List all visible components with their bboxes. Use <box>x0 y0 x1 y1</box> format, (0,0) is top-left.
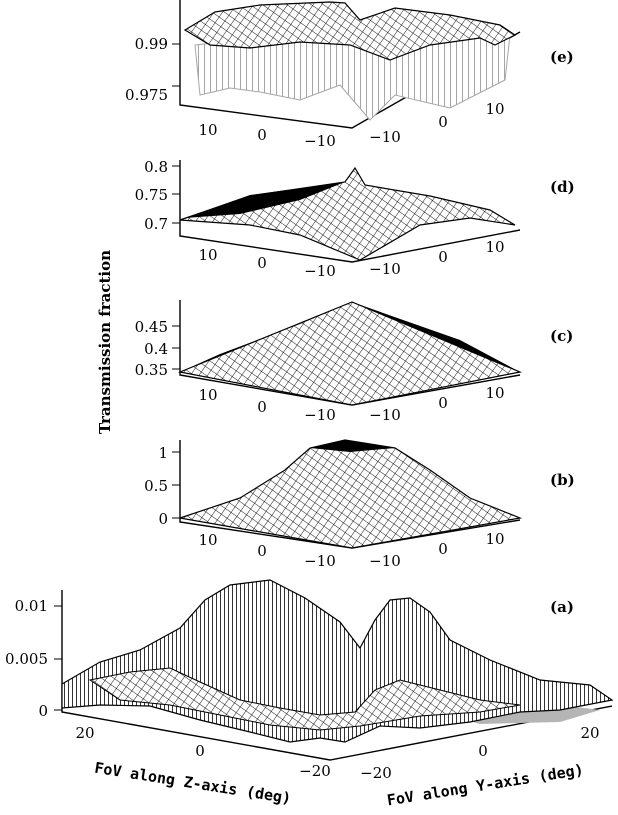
panel-a-axes <box>61 590 613 761</box>
panel-b-surface <box>179 439 523 549</box>
panel-d-label: (d) <box>550 178 575 196</box>
panel-b-ytick-3: 10 <box>485 530 504 548</box>
panel-d-ztick-1: 0.8 <box>144 158 168 176</box>
panel-c: 0.45 0.4 0.35 10 0 −10 −10 0 10 (c) <box>135 300 573 424</box>
panel-d-xtick-1: 10 <box>198 246 217 264</box>
panel-c-left-face <box>180 302 352 372</box>
panel-a-ytick-3: 20 <box>580 724 599 742</box>
panel-a-inner-ridge <box>88 667 521 731</box>
panel-c-ztick-3: 0.35 <box>135 361 168 379</box>
panel-a-ytick-2: 0 <box>478 742 488 760</box>
panel-e-xtick-2: 0 <box>257 126 267 144</box>
panel-d-surface <box>179 166 516 261</box>
panel-c-ytick-2: 0 <box>438 394 448 412</box>
panel-d-axes <box>179 160 521 263</box>
panel-a-ztick-3: 0 <box>38 702 48 720</box>
panel-c-ytick-1: −10 <box>369 406 401 424</box>
y-axis-title: Transmission fraction <box>96 250 114 434</box>
panel-b-axes <box>179 440 521 549</box>
panel-b-xtick-1: 10 <box>198 531 217 549</box>
panel-d-xtick-2: 0 <box>257 254 267 272</box>
panel-c-label: (c) <box>550 327 573 345</box>
panel-d: 0.8 0.75 0.7 10 0 −10 −10 0 10 (d) <box>135 158 575 280</box>
x-axis-title-y: FoV along Y-axis (deg) <box>386 761 585 810</box>
panel-b-ytick-2: 0 <box>438 540 448 558</box>
panel-c-axes <box>179 300 521 406</box>
panel-a-ytick-1: −20 <box>360 764 392 782</box>
panel-c-xtick-1: 10 <box>198 386 217 404</box>
panel-e-ztick-2: 0.975 <box>125 86 168 104</box>
panel-d-ytick-3: 10 <box>485 238 504 256</box>
panel-c-ytick-3: 10 <box>485 384 504 402</box>
panel-a: 0.01 0.005 0 20 0 −20 −20 0 20 (a) <box>5 579 614 782</box>
panel-d-ytick-1: −10 <box>369 260 401 278</box>
panel-b-ztick-3: 0 <box>158 510 168 528</box>
panel-c-ztick-1: 0.45 <box>135 318 168 336</box>
panel-a-label: (a) <box>550 598 574 616</box>
panel-d-xtick-3: −10 <box>304 262 336 280</box>
panel-b-label: (b) <box>550 471 575 489</box>
panel-b-xtick-2: 0 <box>257 542 267 560</box>
panel-e-ytick-1: −10 <box>369 128 401 146</box>
panel-c-ztick-2: 0.4 <box>144 340 168 358</box>
panel-a-xtick-3: −20 <box>299 762 331 780</box>
panel-a-ztick-1: 0.01 <box>15 597 48 615</box>
panel-c-right-face <box>352 302 520 372</box>
panel-a-ztick-2: 0.005 <box>5 650 48 668</box>
panel-d-ztick-3: 0.7 <box>144 215 168 233</box>
panel-c-xtick-3: −10 <box>304 406 336 424</box>
panel-e-xtick-3: −10 <box>304 132 336 150</box>
panel-d-back-face <box>185 182 345 218</box>
panel-e-label: (e) <box>550 48 574 66</box>
panel-e-surface <box>183 1 517 61</box>
panel-b-top-face <box>310 440 395 452</box>
panel-b-ztick-1: 1 <box>158 444 168 462</box>
panel-d-ytick-2: 0 <box>438 248 448 266</box>
panel-b-xtick-3: −10 <box>304 552 336 570</box>
panel-e: 0.99 0.975 10 0 −10 −10 0 10 (e) <box>125 0 574 150</box>
panel-b-ztick-2: 0.5 <box>144 477 168 495</box>
panel-b: 1 0.5 0 10 0 −10 −10 0 10 (b) <box>144 439 575 570</box>
panel-e-ytick-2: 0 <box>438 113 448 131</box>
panel-e-xtick-1: 10 <box>198 121 217 139</box>
panel-e-ztick-1: 0.99 <box>135 35 168 53</box>
panel-c-xtick-2: 0 <box>257 398 267 416</box>
panel-a-xtick-2: 0 <box>195 742 205 760</box>
x-axis-title-z: FoV along Z-axis (deg) <box>93 759 292 808</box>
panel-d-ztick-2: 0.75 <box>135 186 168 204</box>
panel-c-surface <box>177 301 523 406</box>
panel-b-ytick-1: −10 <box>369 552 401 570</box>
panel-a-xtick-1: 20 <box>75 724 94 742</box>
panel-e-ytick-3: 10 <box>485 100 504 118</box>
